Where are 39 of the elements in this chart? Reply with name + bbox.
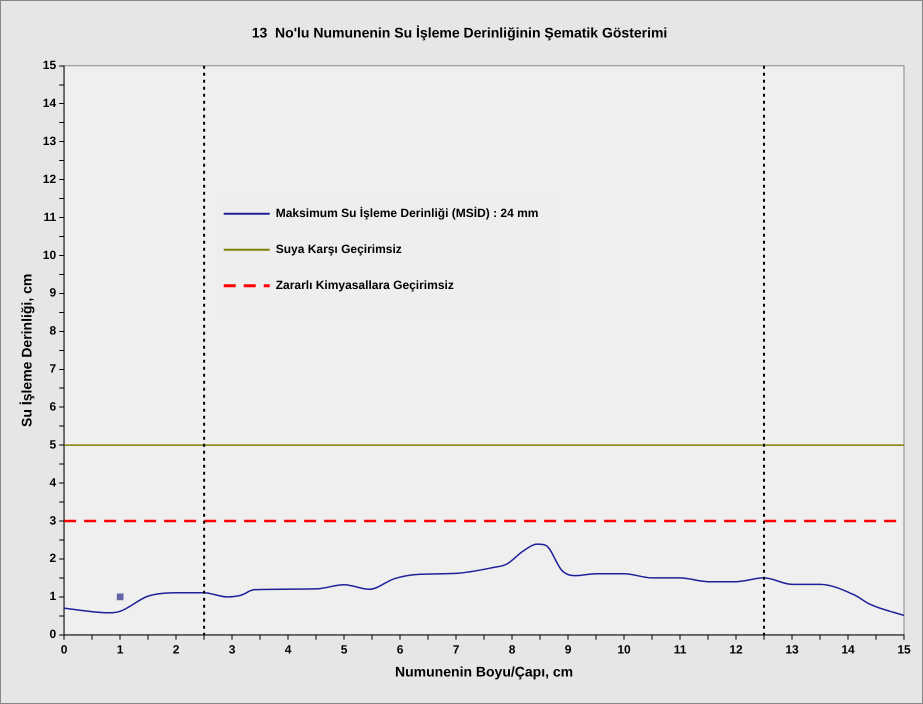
y-tick-label: 6: [49, 400, 56, 414]
x-tick-label: 3: [228, 642, 236, 656]
x-tick-label: 2: [172, 642, 180, 656]
y-tick-label: 8: [49, 324, 56, 338]
x-tick-label: 4: [284, 642, 292, 656]
y-tick-label: 2: [49, 551, 56, 566]
y-tick-label: 15: [42, 58, 56, 72]
y-tick-label: 12: [42, 172, 56, 186]
y-tick-label: 13: [42, 134, 56, 148]
y-axis-title: Su İşleme Derinliği, cm: [18, 274, 34, 427]
x-tick-label: 6: [396, 642, 404, 656]
x-tick-label: 8: [508, 642, 516, 656]
x-tick-label: 7: [452, 642, 460, 656]
line-series: [64, 543, 904, 616]
y-tick-label: 3: [49, 513, 56, 528]
y-tick-label: 9: [49, 286, 56, 300]
y-tick-label: 5: [49, 437, 56, 452]
x-tick-label: 1: [116, 642, 124, 656]
y-tick-label: 11: [43, 210, 56, 224]
y-tick-label: 10: [42, 248, 56, 262]
y-tick-label: 1: [49, 589, 56, 604]
x-tick-label: 13: [785, 642, 800, 656]
x-tick-label: 10: [617, 642, 632, 656]
x-tick-label: 0: [60, 642, 68, 656]
x-tick-label: 14: [841, 642, 856, 656]
y-tick-label: 14: [42, 96, 56, 110]
y-tick-label: 0: [49, 627, 56, 642]
x-tick-label: 9: [564, 642, 572, 656]
x-axis-title: Numunenin Boyu/Çapı, cm: [395, 663, 574, 680]
x-tick-label: 5: [340, 642, 348, 656]
y-tick-label: 7: [49, 362, 56, 376]
chart-title: 13 No'lu Numunenin Su İşleme Derinliğinin Şematik Gösterimi: [252, 24, 668, 40]
legend-label: Maksimum Su İşleme Derinliği (MSİD) : 24 mm: [276, 206, 538, 220]
x-tick-label: 12: [729, 642, 744, 656]
legend-label: Zararlı Kimyasallara Geçirimsiz: [276, 278, 454, 292]
legend-label: Suya Karşı Geçirimsiz: [276, 242, 402, 256]
x-tick-label: 15: [897, 642, 911, 656]
y-tick-label: 4: [49, 475, 56, 490]
x-tick-label: 11: [674, 642, 687, 656]
